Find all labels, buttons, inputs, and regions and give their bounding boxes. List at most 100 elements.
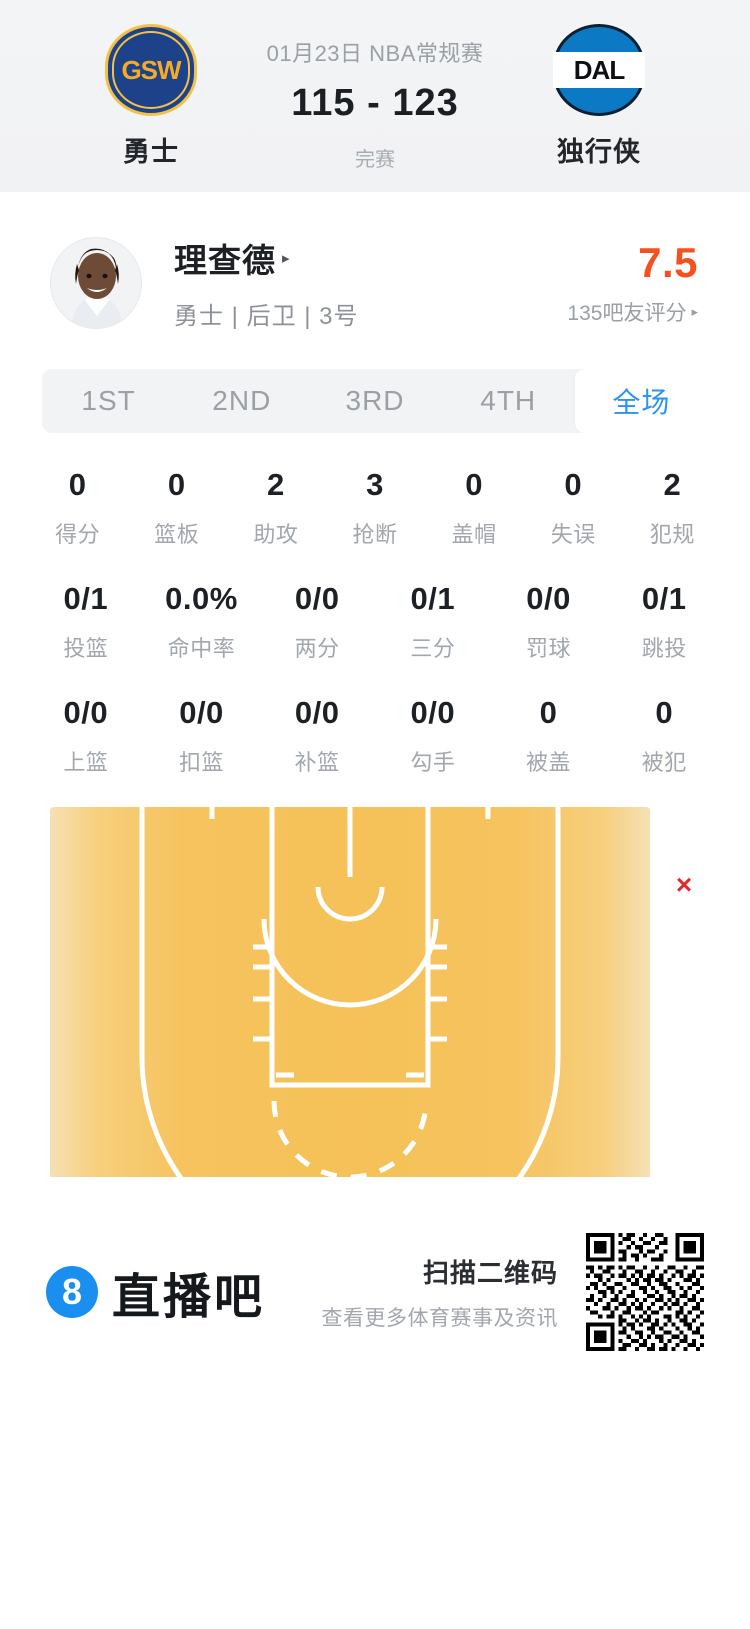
brand-badge-icon: 8 [46, 1266, 98, 1318]
dal-logo-icon: DAL [553, 24, 645, 116]
stat-value: 0/0 [63, 695, 109, 730]
stat-value: 0/0 [526, 581, 571, 616]
stat-putbacks: 0/0 补篮 [259, 695, 375, 777]
stat-dunks: 0/0 扣篮 [144, 695, 260, 777]
stat-rebounds: 0 篮板 [127, 467, 226, 549]
stat-blocks: 0 盖帽 [425, 467, 524, 549]
stat-value: 3 [366, 467, 384, 502]
rating-label-wrap[interactable]: 135吧友评分 ▸ [567, 297, 698, 327]
stat-value: 0 [564, 467, 583, 502]
brand-logo[interactable]: 8 直播吧 [46, 1257, 322, 1327]
close-icon[interactable]: × [675, 869, 693, 900]
stat-label: 罚球 [526, 636, 572, 661]
qr-title: 扫描二维码 [422, 1257, 558, 1288]
stat-value: 2 [266, 467, 285, 502]
stat-points: 0 得分 [28, 467, 127, 549]
home-team-name: 勇士 [123, 137, 179, 167]
game-status: 完赛 [355, 149, 395, 171]
stat-label: 补篮 [294, 750, 340, 775]
stat-label: 两分 [294, 636, 340, 661]
stat-label: 上篮 [63, 750, 109, 775]
stat-assists: 2 助攻 [226, 467, 325, 549]
stat-value: 0 [539, 695, 558, 730]
gsw-logo-icon: GSW [105, 24, 197, 116]
stat-label: 扣篮 [179, 750, 225, 775]
stat-label: 失误 [550, 522, 596, 547]
stat-steals: 3 抢断 [325, 467, 424, 549]
stat-jump-shots: 0/1 跳投 [606, 581, 722, 663]
stat-fouls-drawn: 0 被犯 [606, 695, 722, 777]
stat-label: 命中率 [167, 636, 236, 661]
tab-2nd[interactable]: 2ND [212, 385, 272, 416]
away-team-logo-wrap: DAL [553, 22, 645, 118]
chevron-right-icon: ▸ [282, 249, 290, 267]
stats-row-primary: 0 得分 0 篮板 2 助攻 3 抢断 0 盖帽 0 失误 2 犯规 [0, 467, 750, 549]
stat-hook-shots: 0/0 勾手 [375, 695, 491, 777]
score-center: 01月23日 NBA常规赛 115 - 123 完赛 [246, 22, 504, 172]
footer-bar: 8 直播吧 扫描二维码 查看更多体育赛事及资讯 [0, 1177, 750, 1407]
tab-1st[interactable]: 1ST [81, 385, 136, 416]
stat-three-pointers: 0/1 三分 [375, 581, 491, 663]
chevron-right-icon-rating: ▸ [691, 304, 698, 319]
stat-label: 篮板 [154, 522, 200, 547]
stat-value: 2 [663, 467, 682, 502]
rating-score: 7.5 [638, 238, 698, 286]
stat-layups: 0/0 上篮 [28, 695, 144, 777]
stats-row-shooting: 0/1 投篮 0.0% 命中率 0/0 两分 0/1 三分 0/0 罚球 0/1… [0, 581, 750, 663]
stat-label: 投篮 [63, 636, 109, 661]
stat-value: 0/1 [410, 581, 456, 616]
stat-value: 0 [465, 467, 483, 502]
qr-text: 扫描二维码 查看更多体育赛事及资讯 [322, 1253, 559, 1332]
game-meta: 01月23日 NBA常规赛 [266, 41, 484, 66]
stat-label: 三分 [410, 636, 456, 661]
stat-value: 0/0 [294, 695, 340, 730]
stat-value: 0 [655, 695, 674, 730]
stat-label: 得分 [55, 522, 101, 547]
stats-row-shot-types: 0/0 上篮 0/0 扣篮 0/0 补篮 0/0 勾手 0 被盖 0 被犯 [0, 695, 750, 777]
stat-free-throws: 0/0 罚球 [491, 581, 607, 663]
stat-fg-pct: 0.0% 命中率 [144, 581, 260, 663]
final-score: 115 - 123 [291, 82, 459, 124]
stat-two-pointers: 0/0 两分 [259, 581, 375, 663]
stat-value: 0/1 [63, 581, 109, 616]
stat-label: 盖帽 [451, 522, 497, 547]
player-name: 理查德 [174, 242, 276, 279]
stat-value: 0/1 [641, 581, 687, 616]
player-avatar[interactable] [50, 236, 142, 329]
brand-name: 直播吧 [112, 1271, 266, 1324]
away-team[interactable]: DAL 独行侠 [504, 22, 694, 169]
rating-block[interactable]: 7.5 135吧友评分 ▸ [567, 239, 700, 327]
stat-value: 0/0 [294, 581, 340, 616]
tab-4th[interactable]: 4TH [480, 385, 537, 416]
stat-label: 犯规 [649, 522, 695, 547]
player-detail: 勇士 | 后卫 | 3号 [174, 303, 359, 330]
stat-label: 被犯 [641, 750, 687, 775]
stat-fouls: 2 犯规 [623, 467, 722, 549]
stat-shots-blocked: 0 被盖 [491, 695, 607, 777]
player-row[interactable]: 理查德 ▸ 勇士 | 后卫 | 3号 7.5 135吧友评分 ▸ [0, 192, 750, 331]
player-name-line[interactable]: 理查德 ▸ [174, 234, 567, 282]
stat-label: 跳投 [641, 636, 687, 661]
stat-value: 0/0 [410, 695, 456, 730]
stat-value: 0 [167, 467, 186, 502]
stat-label: 勾手 [410, 750, 456, 775]
tab-3rd[interactable]: 3RD [345, 385, 405, 416]
stat-value: 0/0 [179, 695, 224, 730]
stat-label: 助攻 [253, 522, 299, 547]
home-team[interactable]: GSW 勇士 [56, 22, 246, 169]
player-meta: 理查德 ▸ 勇士 | 后卫 | 3号 [174, 234, 567, 331]
rating-label: 135吧友评分 [567, 301, 687, 325]
home-team-logo-wrap: GSW [105, 22, 197, 118]
qr-subtitle: 查看更多体育赛事及资讯 [321, 1306, 558, 1330]
stat-value: 0.0% [165, 581, 238, 616]
stat-label: 抢断 [352, 522, 398, 547]
player-stats-card: 理查德 ▸ 勇士 | 后卫 | 3号 7.5 135吧友评分 ▸ 1ST 2ND… [0, 192, 750, 1407]
qr-block: 扫描二维码 查看更多体育赛事及资讯 [322, 1233, 704, 1351]
stat-value: 0 [68, 467, 87, 502]
qr-code-image[interactable] [586, 1233, 704, 1351]
dal-logo-text: DAL [573, 54, 625, 85]
away-team-name: 独行侠 [557, 137, 641, 167]
stat-field-goals: 0/1 投篮 [28, 581, 144, 663]
stat-turnovers: 0 失误 [524, 467, 623, 549]
tab-full-game[interactable]: 全场 [574, 369, 708, 433]
